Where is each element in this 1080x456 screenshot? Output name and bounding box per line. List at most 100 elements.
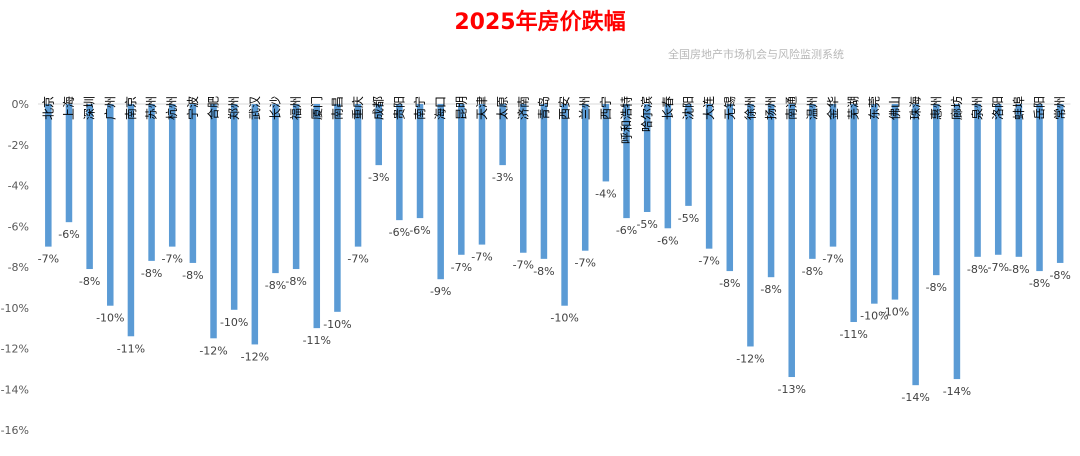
data-label: -11%: [117, 342, 145, 355]
data-label: -11%: [303, 334, 331, 347]
data-label: -6%: [657, 234, 678, 247]
axis-layer: 0% -2% -4% -6% -8% -10% -12% -14% -16%: [1, 98, 1071, 437]
bar: [685, 104, 692, 206]
bar: [767, 104, 775, 278]
bar: [45, 104, 52, 247]
bar: [974, 104, 981, 257]
chart-title: 2025年房价跌幅: [454, 10, 626, 35]
label-layer: -7%-6%-8%-10%-11%-8%-7%-8%-12%-10%-12%-8…: [38, 171, 1071, 404]
category-label: 南昌: [329, 96, 344, 120]
category-label: 南通: [784, 96, 799, 120]
data-label: -12%: [199, 344, 227, 357]
category-label: 天津: [475, 96, 489, 120]
y-tick-label: -14%: [1, 383, 29, 396]
y-tick-label: -6%: [8, 220, 29, 233]
y-tick-label: -8%: [8, 261, 29, 274]
category-label: 常州: [1053, 96, 1067, 120]
bar: [1056, 104, 1064, 263]
data-label: -4%: [595, 187, 616, 200]
data-label: -7%: [575, 257, 596, 270]
bar: [251, 104, 259, 345]
category-label: 扬州: [763, 96, 778, 120]
category-label: 成都: [372, 96, 386, 120]
bar: [313, 104, 321, 329]
y-tick-label: -16%: [1, 424, 29, 437]
bar: [602, 104, 610, 182]
bar: [829, 104, 837, 247]
category-label: 厦门: [309, 96, 324, 120]
bar: [994, 104, 1002, 255]
category-label: 太原: [495, 96, 510, 120]
bar: [189, 104, 197, 263]
bar: [168, 104, 176, 247]
category-label: 泉州: [971, 96, 985, 120]
bar: [1036, 104, 1043, 272]
bar: [416, 104, 424, 219]
bar: [871, 104, 878, 304]
bar: [561, 104, 568, 306]
category-label: 西安: [557, 96, 572, 120]
bar: [127, 104, 135, 337]
y-tick-label: -2%: [8, 139, 29, 152]
data-label: -10%: [220, 316, 248, 329]
category-label: 兰州: [578, 96, 592, 120]
category-label: 北京: [41, 96, 55, 120]
data-label: -8%: [1049, 269, 1070, 282]
bar: [272, 104, 279, 274]
data-label: -12%: [241, 350, 269, 363]
data-label: -13%: [778, 383, 806, 396]
bar: [292, 104, 300, 270]
category-label: 福州: [288, 96, 303, 120]
data-label: -8%: [926, 281, 947, 294]
bar: [354, 104, 362, 247]
category-label: 杭州: [164, 96, 179, 120]
bar: [809, 104, 816, 259]
data-label: -3%: [492, 171, 513, 184]
category-label: 广州: [103, 96, 117, 120]
data-label: -5%: [636, 218, 657, 231]
data-label: -8%: [802, 265, 823, 278]
bar: [933, 104, 940, 276]
data-label: -7%: [347, 253, 368, 266]
bar: [375, 104, 382, 166]
bar: [107, 104, 114, 306]
bar: [623, 104, 630, 219]
bar: [86, 104, 93, 270]
category-label: 南宁: [412, 96, 427, 120]
bar: [912, 104, 919, 386]
data-label: -6%: [409, 224, 430, 237]
category-label: 洛阳: [990, 96, 1005, 120]
data-label: -7%: [822, 253, 843, 266]
category-label: 东莞: [867, 96, 881, 120]
bar: [437, 104, 444, 280]
data-label: -8%: [265, 279, 286, 292]
category-label: 芜湖: [846, 96, 861, 120]
data-label: -7%: [698, 255, 719, 268]
bar: [850, 104, 857, 323]
category-label: 海口: [433, 96, 448, 120]
data-label: -11%: [839, 328, 867, 341]
category-label: 苏州: [145, 96, 159, 120]
watermark-text: 全国房地产市场机会与风险监测系统: [668, 48, 844, 61]
bar: [396, 104, 403, 221]
bar: [726, 104, 734, 272]
data-label: -8%: [760, 283, 781, 296]
data-label: -9%: [430, 285, 451, 298]
category-label: 长沙: [268, 96, 282, 120]
category-label: 蚌埠: [1012, 96, 1026, 120]
bar-layer: [45, 104, 1064, 386]
bar: [747, 104, 754, 347]
category-label: 岳阳: [1033, 96, 1047, 120]
bar: [643, 104, 651, 212]
data-label: -6%: [58, 228, 79, 241]
category-label: 金华: [825, 96, 840, 120]
data-label: -7%: [471, 251, 492, 264]
bar: [788, 104, 795, 378]
category-label: 南京: [123, 96, 138, 120]
y-tick-label: -10%: [1, 302, 29, 315]
bar: [458, 104, 465, 255]
category-label: 哈尔滨: [639, 96, 654, 132]
bar: [148, 104, 155, 261]
bar: [520, 104, 527, 253]
bar: [664, 104, 672, 229]
